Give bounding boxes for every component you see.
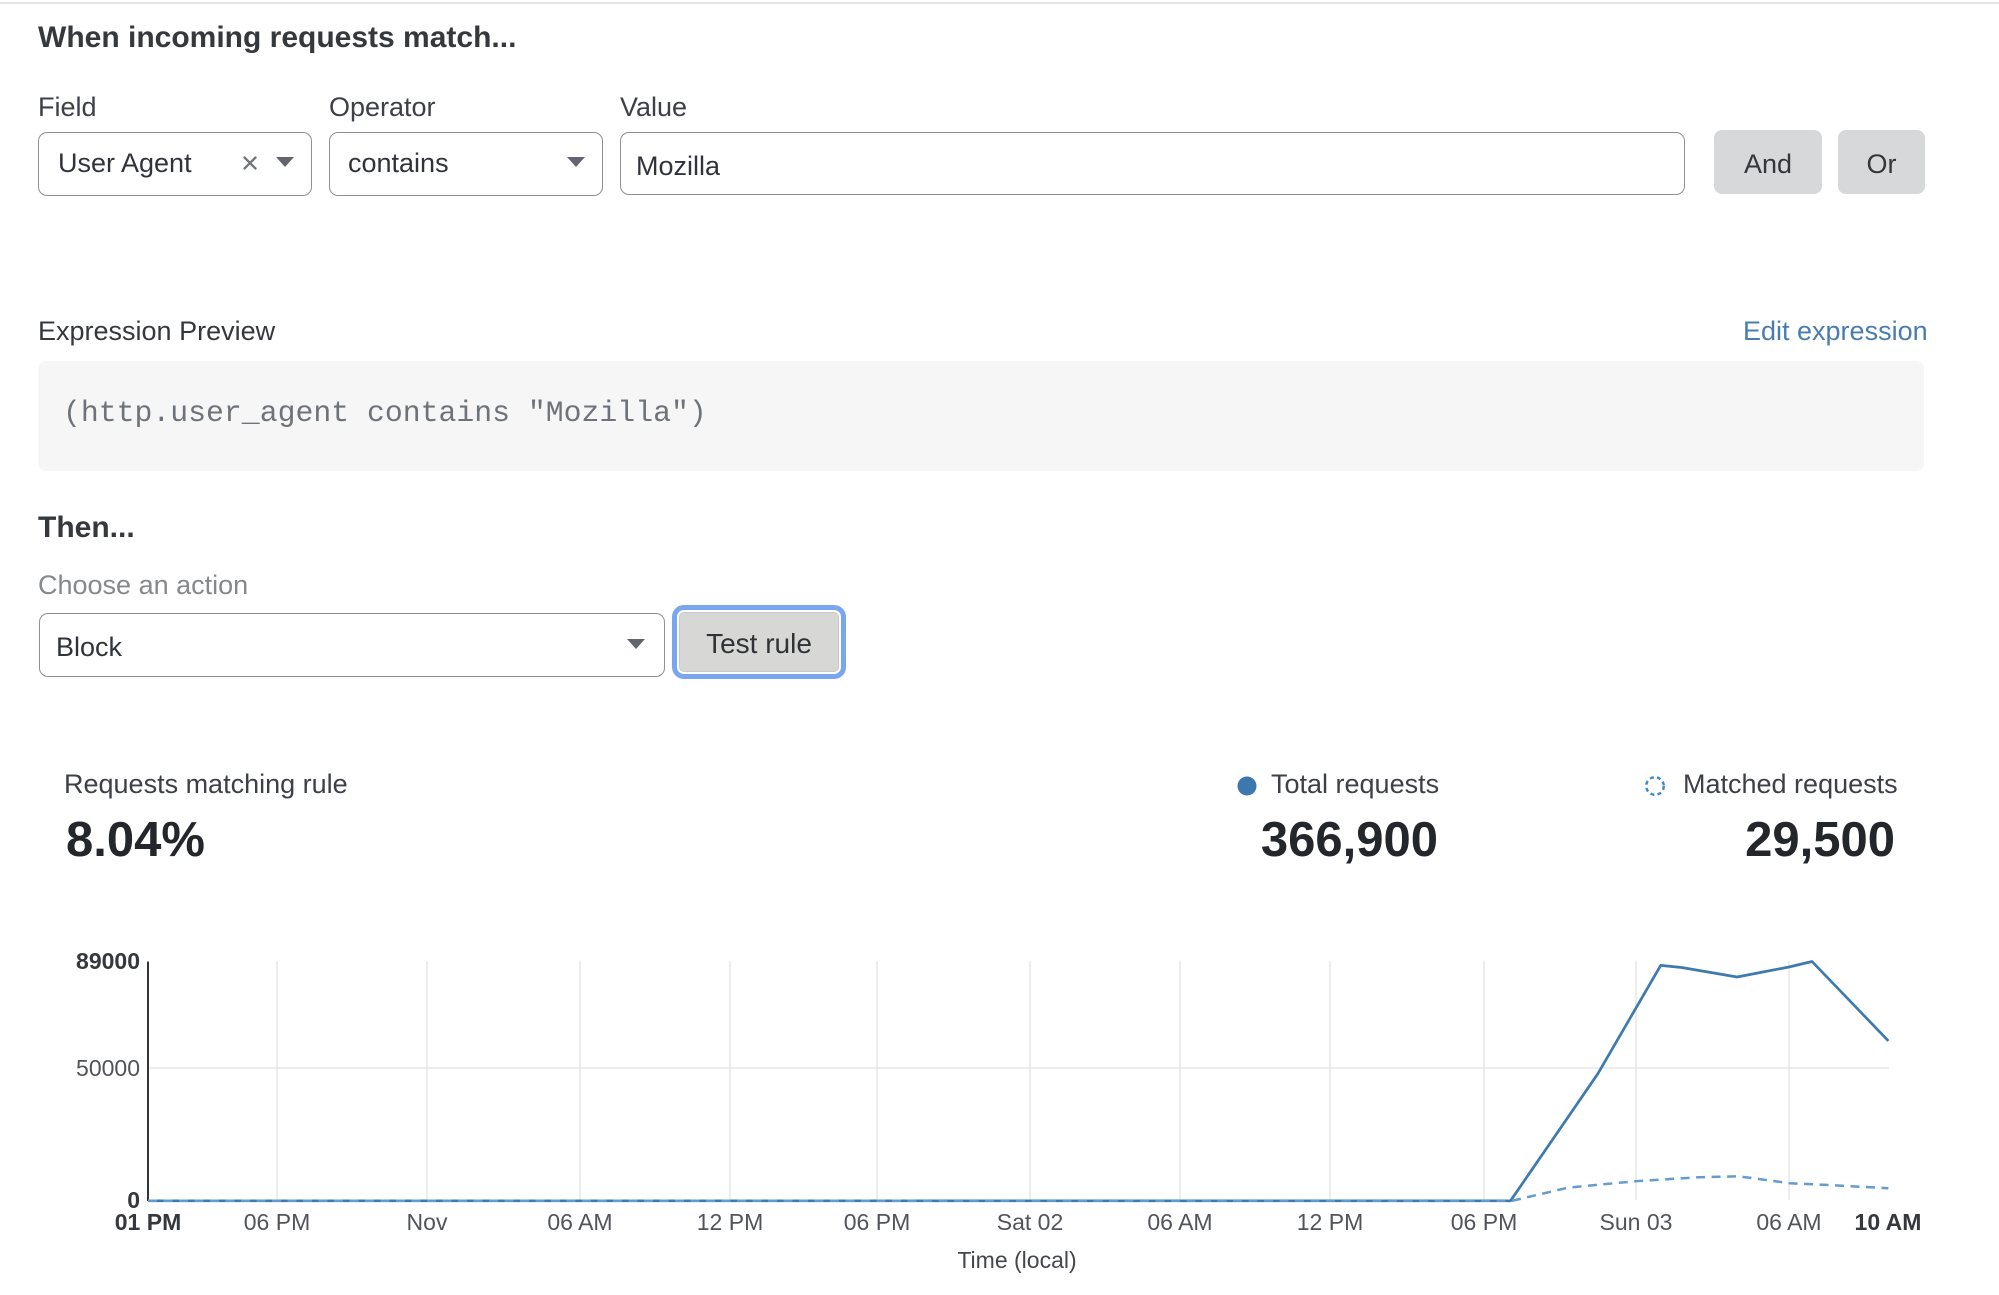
svg-text:12 PM: 12 PM bbox=[1297, 1209, 1363, 1235]
svg-text:50000: 50000 bbox=[76, 1055, 140, 1081]
svg-text:Nov: Nov bbox=[407, 1209, 448, 1235]
svg-text:06 AM: 06 AM bbox=[1147, 1209, 1212, 1235]
svg-text:06 PM: 06 PM bbox=[844, 1209, 910, 1235]
svg-text:06 AM: 06 AM bbox=[547, 1209, 612, 1235]
svg-text:89000: 89000 bbox=[76, 948, 140, 974]
svg-text:06 PM: 06 PM bbox=[244, 1209, 310, 1235]
svg-text:Sun 03: Sun 03 bbox=[1600, 1209, 1673, 1235]
svg-text:Sat 02: Sat 02 bbox=[997, 1209, 1064, 1235]
svg-text:06 AM: 06 AM bbox=[1756, 1209, 1821, 1235]
svg-text:Time (local): Time (local) bbox=[957, 1247, 1076, 1273]
svg-text:12 PM: 12 PM bbox=[697, 1209, 763, 1235]
svg-text:0: 0 bbox=[127, 1187, 140, 1213]
svg-text:10 AM: 10 AM bbox=[1855, 1209, 1922, 1235]
svg-text:06 PM: 06 PM bbox=[1451, 1209, 1517, 1235]
svg-text:01 PM: 01 PM bbox=[115, 1209, 181, 1235]
